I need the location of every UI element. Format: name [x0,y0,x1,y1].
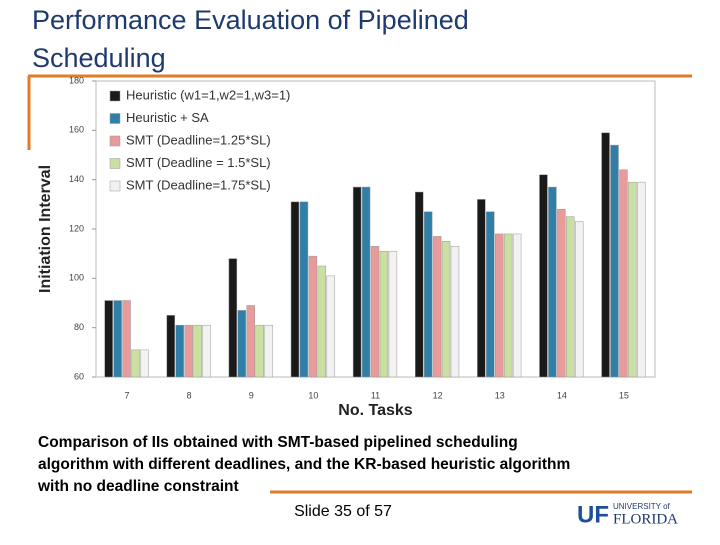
bar [264,324,273,378]
y-tick-label: 120 [69,223,84,233]
bar [495,233,504,378]
x-tick-label: 10 [308,390,318,400]
bar [548,186,557,378]
bar [175,324,184,378]
bar [619,169,628,378]
bar [512,233,522,378]
bar [113,300,122,378]
legend-label: SMT (Deadline = 1.5*SL) [126,155,271,170]
bar [486,211,495,378]
legend-swatch [109,113,121,124]
x-tick-label: 14 [557,390,567,400]
bar [415,191,424,378]
legend-label: SMT (Deadline=1.25*SL) [126,132,271,147]
y-tick-label: 140 [69,174,84,184]
bar [246,305,255,378]
x-tick-label: 12 [433,390,443,400]
y-tick-label: 80 [74,322,84,332]
legend-label: Heuristic (w1=1,w2=1,w3=1) [126,87,290,102]
bar [432,236,442,378]
slide-title: Performance Evaluation of Pipelined [32,5,469,35]
legend-swatch [109,90,121,102]
bar [610,144,619,378]
x-tick-label: 7 [125,390,130,400]
bar [193,324,202,378]
caption: Comparison of IIs obtained with SMT-base… [38,434,518,451]
slide-title: Scheduling [32,43,166,73]
bar [131,349,140,378]
bar [308,255,318,378]
caption: algorithm with different deadlines, and … [38,456,570,473]
y-tick-label: 100 [69,273,84,283]
x-axis-label: No. Tasks [338,402,413,419]
y-tick-label: 60 [74,371,84,381]
bar [539,174,548,378]
legend-label: Heuristic + SA [126,110,209,125]
x-tick-label: 15 [619,390,629,400]
bar [388,250,398,378]
bar [557,209,566,378]
bar [628,181,637,378]
y-axis-label: Initiation Interval [37,165,54,293]
x-tick-label: 9 [249,390,254,400]
bar [184,324,193,378]
bar [601,132,610,378]
caption: with no deadline constraint [37,478,239,495]
bar [122,300,131,378]
bar [104,300,113,378]
bar [140,349,149,378]
bar [450,246,460,378]
bar [202,324,211,378]
bar [237,310,247,378]
legend-label: SMT (Deadline=1.75*SL) [126,177,271,192]
legend-swatch [109,135,121,147]
bar [574,221,584,378]
bar [566,216,575,378]
bar [477,199,486,378]
x-tick-label: 8 [187,390,192,400]
footer: Slide 35 of 57 [294,503,392,520]
bar [255,324,264,378]
bar [370,246,380,378]
logo-text: UNIVERSITY of [613,502,671,511]
legend-swatch [109,180,121,192]
bar [166,315,176,378]
logo-mark: UF [577,501,609,528]
legend-swatch [109,158,121,169]
bar [290,201,300,378]
bar [299,201,309,378]
bar [352,186,362,378]
bar [379,250,389,378]
bar [228,258,238,378]
chart: 60 80 100 120 140 160 180 Initiation Interval No… [37,75,656,419]
bar [326,275,335,378]
x-tick-label: 11 [371,390,380,400]
bar [637,181,646,378]
bar [317,265,327,378]
logo-text: FLORIDA [613,511,678,527]
x-tick-label: 13 [495,390,505,400]
bar [361,186,371,378]
bar [423,211,433,378]
y-tick-label: 160 [69,125,84,135]
y-tick-label: 180 [69,75,84,85]
bar [503,233,513,378]
bar [441,241,451,378]
